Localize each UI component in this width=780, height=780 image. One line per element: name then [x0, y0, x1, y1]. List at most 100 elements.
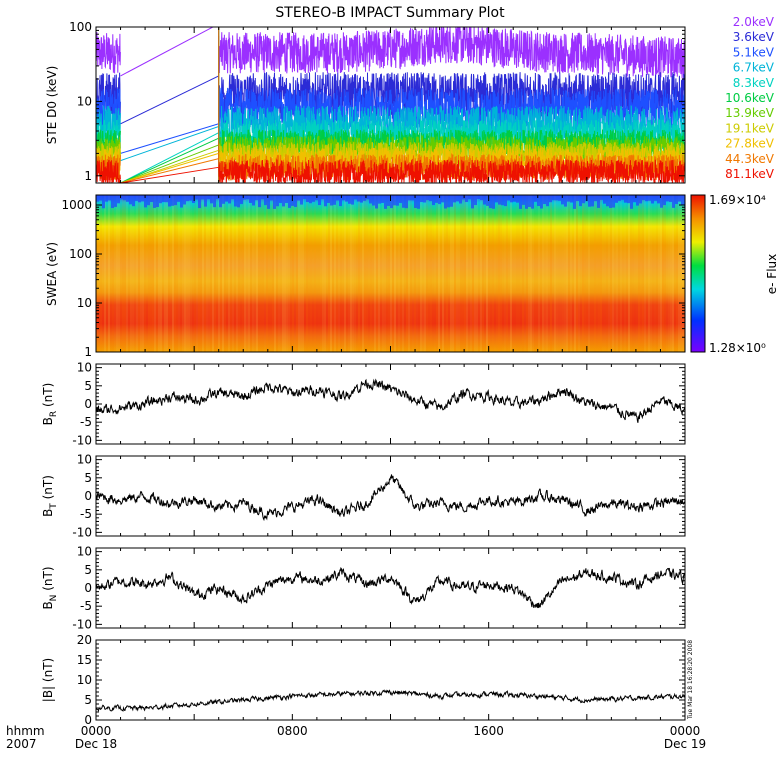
bt-ytick-label: 5: [84, 471, 92, 485]
swea-top-band: [525, 195, 528, 209]
swea-column: [164, 195, 166, 352]
swea-column: [380, 195, 382, 352]
swea-top-band: [255, 195, 258, 201]
swea-top-band: [450, 195, 453, 207]
swea-column: [464, 195, 466, 352]
swea-column: [552, 195, 554, 352]
swea-column: [284, 195, 286, 352]
swea-column: [576, 195, 578, 352]
swea-column: [480, 195, 482, 352]
swea-top-band: [273, 195, 276, 209]
swea-column: [680, 195, 682, 352]
swea-column: [258, 195, 260, 352]
swea-column: [272, 195, 274, 352]
swea-top-band: [129, 195, 132, 205]
swea-top-band: [168, 195, 171, 207]
swea-top-band: [531, 195, 534, 209]
swea-column: [498, 195, 500, 352]
bn-series-line: [96, 566, 685, 609]
swea-top-band: [507, 195, 510, 201]
swea-top-band: [540, 195, 543, 209]
ste-y-label: STE D0 (keV): [45, 66, 59, 145]
ste-series-line: [96, 158, 685, 183]
swea-column: [506, 195, 508, 352]
swea-top-band: [444, 195, 447, 209]
bt-y-axis: -10 -5 0 5 10: [72, 453, 685, 539]
swea-column: [632, 195, 634, 352]
swea-column: [554, 195, 556, 352]
swea-top-band: [516, 195, 519, 203]
swea-column: [442, 195, 444, 352]
ste-legend-entry: 44.3keV: [725, 152, 775, 166]
swea-column: [196, 195, 198, 352]
swea-column: [612, 195, 614, 352]
swea-top-band: [360, 195, 363, 203]
swea-top-band: [597, 195, 600, 208]
swea-top-band: [537, 195, 540, 207]
ste-gap-line: [120, 144, 219, 183]
swea-column: [628, 195, 630, 352]
swea-column: [290, 195, 292, 352]
swea-column: [518, 195, 520, 352]
swea-top-band: [456, 195, 459, 202]
ste-legend-entry: 2.0keV: [733, 15, 775, 29]
swea-column: [614, 195, 616, 352]
swea-column: [132, 195, 134, 352]
swea-column: [534, 195, 536, 352]
swea-column: [118, 195, 120, 352]
swea-top-band: [141, 195, 144, 202]
swea-column: [396, 195, 398, 352]
swea-column: [652, 195, 654, 352]
swea-column: [266, 195, 268, 352]
swea-top-band: [345, 195, 348, 202]
ste-ytick-label: 10: [77, 94, 92, 108]
swea-column: [136, 195, 138, 352]
swea-column: [454, 195, 456, 352]
swea-top-band: [486, 195, 489, 206]
swea-column: [580, 195, 582, 352]
swea-top-band: [363, 195, 366, 201]
bt-frame: [95, 455, 686, 537]
swea-column: [670, 195, 672, 352]
swea-column: [250, 195, 252, 352]
swea-column: [162, 195, 164, 352]
swea-column: [346, 195, 348, 352]
swea-column: [122, 195, 124, 352]
swea-column: [582, 195, 584, 352]
swea-column: [638, 195, 640, 352]
swea-column: [128, 195, 130, 352]
swea-column: [170, 195, 172, 352]
swea-top-band: [327, 195, 330, 203]
swea-top-band: [468, 195, 471, 200]
swea-top-band: [309, 195, 312, 204]
swea-column: [672, 195, 674, 352]
swea-top-band: [591, 195, 594, 207]
swea-column: [104, 195, 106, 352]
swea-top-band: [567, 195, 570, 202]
swea-top-band: [240, 195, 243, 205]
swea-top-band: [213, 195, 216, 208]
swea-top-band: [108, 195, 111, 201]
swea-column: [544, 195, 546, 352]
swea-column: [366, 195, 368, 352]
colorbar-max-label: 1.69×10⁴: [709, 193, 766, 207]
swea-top-band: [462, 195, 465, 200]
swea-top-band: [660, 195, 663, 208]
swea-column: [112, 195, 114, 352]
swea-top-band: [99, 195, 102, 201]
swea-column: [476, 195, 478, 352]
swea-column: [604, 195, 606, 352]
swea-column: [434, 195, 436, 352]
swea-column: [358, 195, 360, 352]
ste-y-axis: 1 10 100: [69, 20, 685, 183]
bt-ytick-label: 10: [77, 453, 92, 467]
swea-column: [110, 195, 112, 352]
bn-ytick-label: 5: [84, 563, 92, 577]
swea-top-band: [342, 195, 345, 201]
swea-column: [630, 195, 632, 352]
swea-top-band: [483, 195, 486, 205]
swea-top-band: [594, 195, 597, 202]
swea-top-band: [390, 195, 393, 209]
swea-column: [478, 195, 480, 352]
swea-column: [114, 195, 116, 352]
